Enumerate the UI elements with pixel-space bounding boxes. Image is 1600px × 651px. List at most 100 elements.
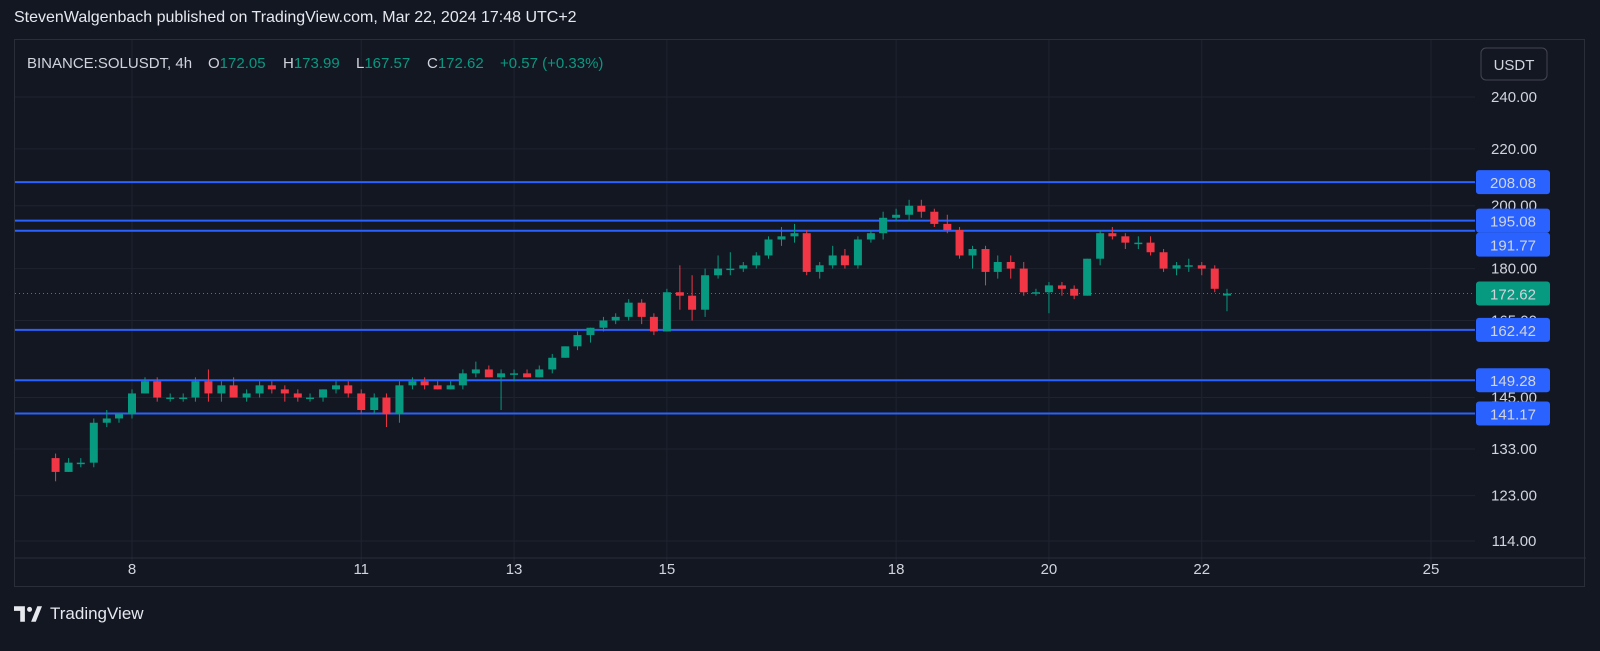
- x-tick-label: 20: [1041, 561, 1058, 578]
- candlestick-chart[interactable]: 240.00220.00200.00180.00165.00145.00133.…: [15, 40, 1586, 588]
- price-axis: 240.00220.00200.00180.00165.00145.00133.…: [1476, 89, 1550, 550]
- level-label-bg: [1476, 368, 1550, 393]
- candle-body: [1044, 285, 1053, 293]
- y-tick-label: 240.00: [1491, 89, 1537, 106]
- legend-low: L167.57: [356, 55, 410, 72]
- legend-high-value: 173.99: [294, 55, 340, 72]
- candle-body: [892, 214, 901, 218]
- candle-body: [675, 292, 684, 296]
- candle-body: [1070, 288, 1079, 296]
- candle-body: [561, 346, 570, 358]
- legend-symbol: BINANCE:SOLUSDT, 4h: [27, 55, 192, 72]
- candle-body: [739, 265, 748, 269]
- level-label: 149.28: [1490, 373, 1536, 390]
- x-tick-label: 11: [353, 561, 369, 578]
- y-tick-label: 133.00: [1491, 441, 1537, 458]
- candle-body: [1134, 242, 1143, 245]
- candle-body: [217, 385, 226, 394]
- candle-body: [815, 265, 824, 272]
- candle-body: [1031, 292, 1040, 294]
- candle-body: [458, 373, 467, 386]
- candle-body: [1057, 285, 1066, 289]
- candle-body: [1146, 242, 1155, 253]
- candle-body: [229, 385, 238, 398]
- candle-body: [153, 381, 162, 398]
- candle-body: [993, 261, 1002, 272]
- candle-body: [76, 462, 85, 465]
- grid: [15, 40, 1475, 564]
- candle-body: [319, 389, 328, 398]
- candle-body: [853, 239, 862, 266]
- x-tick-label: 13: [506, 561, 523, 578]
- candle-body: [548, 357, 557, 370]
- candle-body: [981, 249, 990, 272]
- candles: [51, 199, 1231, 482]
- legend-close: C172.62: [427, 55, 484, 72]
- candle-body: [752, 255, 761, 266]
- level-label: 195.08: [1490, 214, 1536, 231]
- candle-body: [955, 230, 964, 256]
- candle-body: [204, 381, 213, 394]
- candle-body: [1083, 258, 1092, 296]
- candle-body: [484, 369, 493, 378]
- candle-body: [649, 316, 658, 332]
- level-label: 208.08: [1490, 175, 1536, 192]
- candle-body: [943, 223, 952, 231]
- legend-close-value: 172.62: [438, 55, 484, 72]
- tradingview-logo-icon: [14, 606, 42, 622]
- footer: TradingView: [14, 604, 144, 624]
- candle-body: [599, 320, 608, 328]
- legend-open-label: O: [208, 55, 220, 72]
- candle-body: [764, 239, 773, 256]
- level-label: 162.42: [1490, 323, 1536, 340]
- candle-body: [535, 369, 544, 378]
- candle-body: [624, 302, 633, 317]
- candle-body: [840, 255, 849, 266]
- candle-body: [370, 397, 379, 411]
- legend-open: O172.05: [208, 55, 266, 72]
- publish-line: StevenWalgenbach published on TradingVie…: [14, 9, 577, 26]
- chart-frame[interactable]: 240.00220.00200.00180.00165.00145.00133.…: [14, 39, 1586, 588]
- currency-button[interactable]: USDT: [1480, 47, 1548, 81]
- candle-body: [510, 373, 519, 375]
- legend-high: H173.99: [283, 55, 340, 72]
- level-label-bg: [1476, 317, 1550, 342]
- candle-body: [446, 385, 455, 390]
- time-axis: 8 11 13 15 18 20 22 25: [15, 557, 1586, 578]
- legend-open-value: 172.05: [220, 55, 266, 72]
- candle-body: [166, 397, 175, 400]
- currency-button-label: USDT: [1494, 57, 1535, 74]
- y-tick-label: 180.00: [1491, 261, 1537, 278]
- candle-body: [930, 211, 939, 224]
- candle-body: [1006, 261, 1015, 269]
- legend-change: +0.57 (+0.33%): [500, 55, 603, 72]
- candle-body: [1096, 233, 1105, 259]
- level-label-bg: [1476, 232, 1550, 257]
- candle-body: [523, 373, 532, 378]
- candle-body: [51, 458, 60, 472]
- x-tick-label: 22: [1193, 561, 1210, 578]
- candle-body: [777, 236, 786, 240]
- candle-body: [1159, 252, 1168, 269]
- candle-body: [1197, 265, 1206, 269]
- candle-body: [1121, 236, 1130, 243]
- legend-low-label: L: [356, 55, 364, 72]
- candle-body: [586, 327, 595, 336]
- x-tick-label: 8: [128, 561, 136, 578]
- level-label-bg: [1476, 401, 1550, 426]
- legend-low-value: 167.57: [364, 55, 410, 72]
- candle-body: [267, 385, 276, 390]
- candle-body: [611, 316, 620, 321]
- candle-body: [332, 385, 341, 390]
- candle-body: [1019, 268, 1028, 293]
- candle-body: [1108, 233, 1117, 237]
- candle-body: [293, 393, 302, 398]
- candle-body: [497, 373, 506, 378]
- level-label-bg: [1476, 208, 1550, 233]
- y-tick-label: 220.00: [1491, 141, 1537, 158]
- candle-body: [688, 295, 697, 310]
- candle-body: [828, 255, 837, 266]
- candle-body: [102, 418, 111, 423]
- candle-body: [382, 397, 391, 415]
- legend-high-label: H: [283, 55, 294, 72]
